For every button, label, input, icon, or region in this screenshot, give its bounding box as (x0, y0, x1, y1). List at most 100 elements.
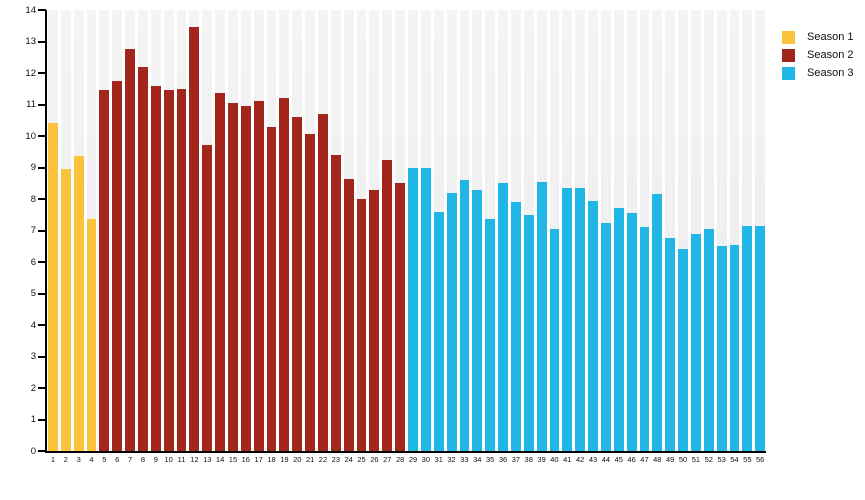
bar-episode-52[interactable] (703, 228, 714, 451)
bar-episode-30[interactable] (420, 167, 431, 451)
bar-episode-48[interactable] (652, 194, 663, 451)
column-band-13 (202, 10, 213, 451)
x-tick-label-4: 4 (89, 455, 94, 464)
bar-episode-14[interactable] (215, 93, 226, 451)
bar-episode-7[interactable] (125, 49, 136, 451)
column-band-26 (369, 10, 380, 451)
x-tick-label-18: 18 (267, 455, 276, 464)
bar-episode-29[interactable] (408, 167, 418, 451)
bar-episode-9[interactable] (150, 85, 161, 451)
x-tick-label-23: 23 (331, 455, 340, 464)
x-tick-label-22: 22 (318, 455, 328, 464)
bar-episode-4[interactable] (86, 219, 97, 451)
bar-episode-50[interactable] (678, 249, 688, 451)
column-band-49 (665, 10, 676, 451)
bar-episode-23[interactable] (330, 154, 341, 451)
bar-episode-49[interactable] (665, 238, 676, 451)
x-tick-label-27: 27 (383, 455, 392, 464)
bar-episode-36[interactable] (498, 183, 508, 451)
bar-episode-16[interactable] (240, 106, 251, 451)
bar-episode-42[interactable] (575, 187, 586, 451)
bar-episode-32[interactable] (446, 192, 457, 451)
bar-episode-56[interactable] (755, 225, 766, 451)
x-tick-label-15: 15 (228, 455, 238, 464)
bar-episode-37[interactable] (510, 202, 521, 451)
x-tick-label-31: 31 (434, 455, 443, 464)
bar-episode-44[interactable] (600, 222, 611, 451)
y-tick-10 (38, 135, 46, 137)
x-tick-label-6: 6 (115, 455, 120, 464)
bar-episode-21[interactable] (305, 134, 316, 451)
bar-episode-25[interactable] (356, 199, 367, 451)
bar-episode-33[interactable] (459, 180, 470, 451)
bar-episode-47[interactable] (639, 227, 650, 451)
y-tick-label-4: 4 (30, 319, 36, 331)
bar-episode-19[interactable] (279, 98, 290, 451)
y-tick-label-8: 8 (30, 193, 36, 205)
legend-item-season-1[interactable]: Season 1 (782, 31, 853, 44)
x-tick-label-45: 45 (614, 455, 623, 464)
bar-episode-38[interactable] (523, 214, 534, 451)
column-band-53 (716, 10, 727, 451)
bar-episode-17[interactable] (253, 101, 264, 451)
x-tick-label-47: 47 (640, 455, 649, 464)
x-tick-label-26: 26 (370, 455, 379, 464)
column-band-3 (73, 10, 84, 451)
bar-episode-31[interactable] (433, 211, 444, 451)
column-band-17 (253, 10, 264, 451)
bar-episode-55[interactable] (742, 225, 753, 451)
bar-episode-3[interactable] (73, 156, 84, 451)
bar-episode-13[interactable] (202, 145, 213, 451)
bar-episode-10[interactable] (163, 90, 174, 451)
bar-episode-20[interactable] (292, 117, 303, 451)
bar-episode-5[interactable] (99, 90, 110, 451)
bar-episode-27[interactable] (382, 159, 393, 451)
column-band-18 (266, 10, 277, 451)
bar-episode-35[interactable] (485, 219, 496, 451)
column-band-25 (356, 10, 367, 451)
legend-item-season-2[interactable]: Season 2 (782, 49, 853, 62)
bar-episode-40[interactable] (549, 228, 560, 451)
bar-episode-28[interactable] (395, 183, 406, 451)
bar-episode-1[interactable] (48, 123, 58, 451)
x-tick-label-25: 25 (357, 455, 366, 464)
bar-episode-8[interactable] (138, 66, 148, 451)
x-tick-label-44: 44 (601, 455, 611, 464)
y-tick-label-12: 12 (25, 67, 36, 79)
bar-episode-46[interactable] (626, 213, 637, 451)
bar-episode-12[interactable] (189, 27, 200, 451)
bar-episode-11[interactable] (176, 88, 187, 451)
legend-item-season-3[interactable]: Season 3 (782, 67, 853, 80)
bar-episode-26[interactable] (369, 189, 380, 451)
x-tick-label-49: 49 (666, 455, 675, 464)
x-tick-label-24: 24 (344, 455, 353, 464)
x-tick-label-28: 28 (395, 455, 405, 464)
column-band-39 (536, 10, 547, 451)
bar-episode-53[interactable] (716, 246, 727, 451)
x-tick-label-20: 20 (293, 455, 302, 464)
bar-episode-2[interactable] (60, 169, 71, 451)
column-band-14 (215, 10, 226, 451)
bar-episode-45[interactable] (613, 208, 624, 451)
bar-episode-22[interactable] (318, 113, 328, 451)
x-tick-label-43: 43 (588, 455, 598, 464)
x-tick-label-21: 21 (305, 455, 315, 464)
bar-episode-41[interactable] (562, 187, 573, 451)
bar-episode-43[interactable] (588, 200, 598, 451)
column-band-38 (523, 10, 534, 451)
x-tick-label-46: 46 (627, 455, 636, 464)
bar-episode-51[interactable] (690, 233, 701, 451)
x-tick-label-55: 55 (743, 455, 752, 464)
bar-episode-6[interactable] (112, 80, 123, 451)
bar-episode-24[interactable] (343, 178, 354, 451)
bar-episode-18[interactable] (266, 126, 277, 451)
bar-episode-15[interactable] (228, 102, 238, 451)
y-tick-3 (38, 355, 46, 358)
bar-episode-34[interactable] (472, 189, 483, 451)
column-band-36 (498, 10, 508, 451)
bar-episode-54[interactable] (729, 244, 740, 451)
bar-episode-39[interactable] (536, 181, 547, 451)
column-band-8 (138, 10, 148, 451)
x-tick-label-54: 54 (730, 455, 739, 464)
legend-swatch-icon (782, 67, 795, 80)
